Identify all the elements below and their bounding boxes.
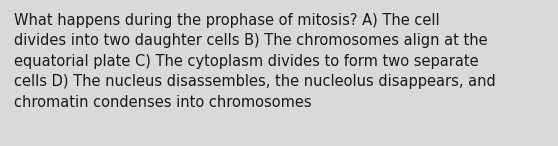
Text: What happens during the prophase of mitosis? A) The cell
divides into two daught: What happens during the prophase of mito… xyxy=(14,13,496,110)
